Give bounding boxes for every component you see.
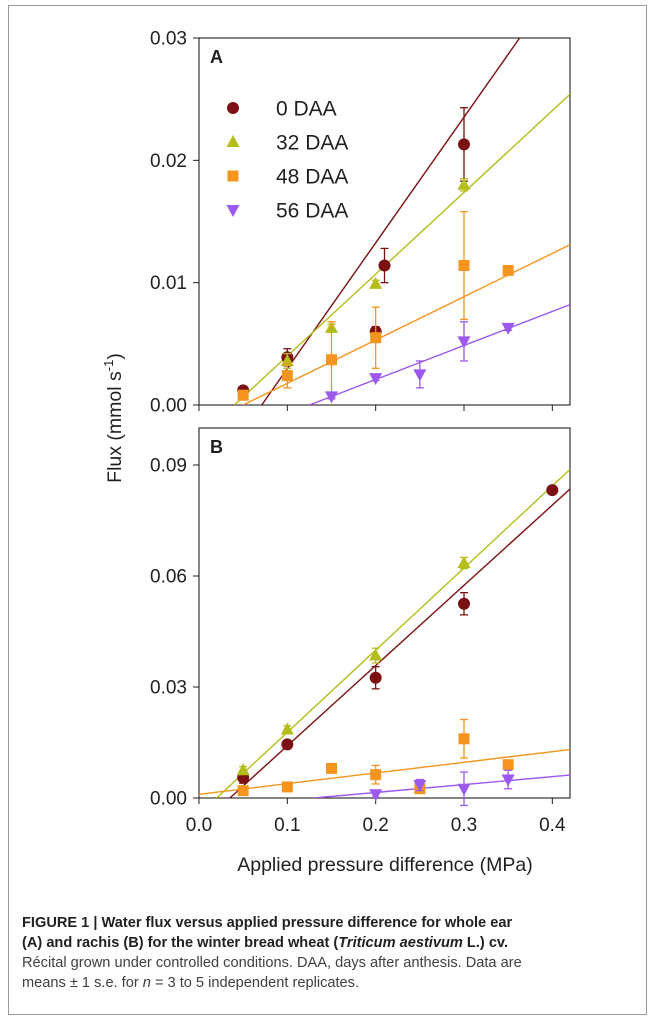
- caption-title: FIGURE 1 | Water flux versus applied pre…: [22, 913, 647, 953]
- panel-label: A: [210, 47, 223, 67]
- y-tick-label: 0.03: [150, 678, 187, 699]
- data-point: [369, 276, 383, 289]
- y-axis-label-sup: -1: [101, 360, 116, 372]
- y-tick-label: 0.09: [150, 456, 187, 477]
- data-point: [369, 648, 383, 661]
- data-point: [326, 354, 337, 366]
- fit-lines: [199, 468, 570, 798]
- data-point: [457, 783, 471, 796]
- data-point: [413, 369, 427, 382]
- data-point: [370, 332, 382, 344]
- data-point: [370, 769, 382, 781]
- data-point: [236, 763, 250, 776]
- y-tick-label: 0.00: [150, 789, 187, 810]
- caption-species: Triticum aestivum: [338, 935, 463, 951]
- data-point: [325, 391, 338, 404]
- data-point: [457, 556, 471, 569]
- x-tick-label: 0.2: [362, 815, 388, 836]
- x-tick-label: 0.3: [451, 815, 477, 836]
- data-point: [457, 177, 471, 190]
- data-point: [281, 781, 293, 793]
- fit-line: [242, 244, 570, 405]
- data-point: [326, 762, 337, 774]
- y-axis-label-close: ): [104, 353, 126, 360]
- data-point: [281, 370, 293, 382]
- data-point: [546, 484, 559, 497]
- legend-label: 0 DAA: [276, 98, 337, 121]
- fit-line: [216, 468, 570, 798]
- data-point: [378, 259, 391, 272]
- caption-line-4b: = 3 to 5 independent replicates.: [150, 975, 360, 991]
- data-point: [457, 336, 471, 349]
- legend-marker: [226, 135, 240, 147]
- data-point: [369, 789, 383, 802]
- data-point: [413, 780, 427, 793]
- y-tick-label: 0.00: [150, 396, 187, 417]
- data-point: [502, 759, 514, 771]
- caption-line-3: Récital grown under controlled condition…: [22, 955, 522, 971]
- y-axis-label-main: Flux (mmol s: [104, 371, 126, 483]
- y-tick-label: 0.02: [150, 151, 187, 172]
- data-point: [237, 785, 249, 797]
- x-tick-label: 0.4: [539, 815, 566, 836]
- caption-line-2a: (A) and rachis (B) for the winter bread …: [22, 935, 339, 951]
- x-tick-label: 0.1: [274, 815, 300, 836]
- caption-n: n: [142, 975, 151, 991]
- legend-marker: [227, 170, 239, 182]
- panel-a: 0.00 0.01 0.02 0.03 A 0 DAA 32 DAA 48 DAA 56 DAA: [150, 29, 571, 417]
- caption-line-4a: means ± 1 s.e. for: [22, 975, 143, 991]
- data-point: [458, 597, 470, 610]
- data-point: [237, 389, 249, 401]
- y-tick-label: 0.03: [150, 29, 187, 50]
- data-point: [458, 138, 470, 151]
- axes-labels: 0.0 0.1 0.2 0.3 0.4 Applied pressure differen…: [101, 353, 566, 876]
- data-point: [458, 260, 470, 272]
- figure-plot: 0.00 0.01 0.02 0.03 A 0 DAA 32 DAA 48 DAA 56 DAA…: [101, 29, 571, 876]
- legend: 0 DAA 32 DAA 48 DAA 56 DAA: [226, 98, 348, 223]
- fit-line: [261, 38, 521, 405]
- data-point: [458, 733, 470, 745]
- x-tick-label: 0.0: [186, 815, 212, 836]
- panel-b: 0.00 0.03 0.06 0.09 B: [150, 427, 571, 810]
- data-point: [280, 722, 294, 735]
- fit-line: [309, 304, 570, 405]
- fit-line: [313, 774, 570, 798]
- caption-body: Récital grown under controlled condition…: [22, 953, 647, 993]
- panel-label: B: [210, 437, 223, 457]
- data-point: [501, 322, 515, 335]
- x-axis-label: Applied pressure difference (MPa): [237, 854, 533, 876]
- figure-frame: [8, 5, 647, 1015]
- legend-marker: [226, 205, 240, 217]
- legend-marker: [227, 102, 239, 114]
- y-tick-label: 0.01: [150, 273, 187, 294]
- legend-label: 32 DAA: [276, 132, 348, 155]
- panel-frame: [198, 37, 571, 406]
- panel-frame: [198, 427, 571, 799]
- caption-line-1: FIGURE 1 | Water flux versus applied pre…: [22, 915, 513, 931]
- data-point: [369, 671, 382, 684]
- y-axis-label: Flux (mmol s-1): [101, 353, 126, 483]
- fit-line: [199, 748, 570, 795]
- caption-line-2b: L.) cv.: [462, 935, 509, 951]
- data-point: [281, 738, 294, 751]
- data-point: [501, 774, 515, 787]
- figure-caption: FIGURE 1 | Water flux versus applied pre…: [22, 913, 647, 993]
- data-point: [502, 264, 514, 276]
- data-point: [369, 373, 383, 386]
- legend-label: 48 DAA: [276, 166, 348, 189]
- y-tick-label: 0.06: [150, 567, 187, 588]
- fit-line: [229, 488, 570, 798]
- legend-label: 56 DAA: [276, 200, 348, 223]
